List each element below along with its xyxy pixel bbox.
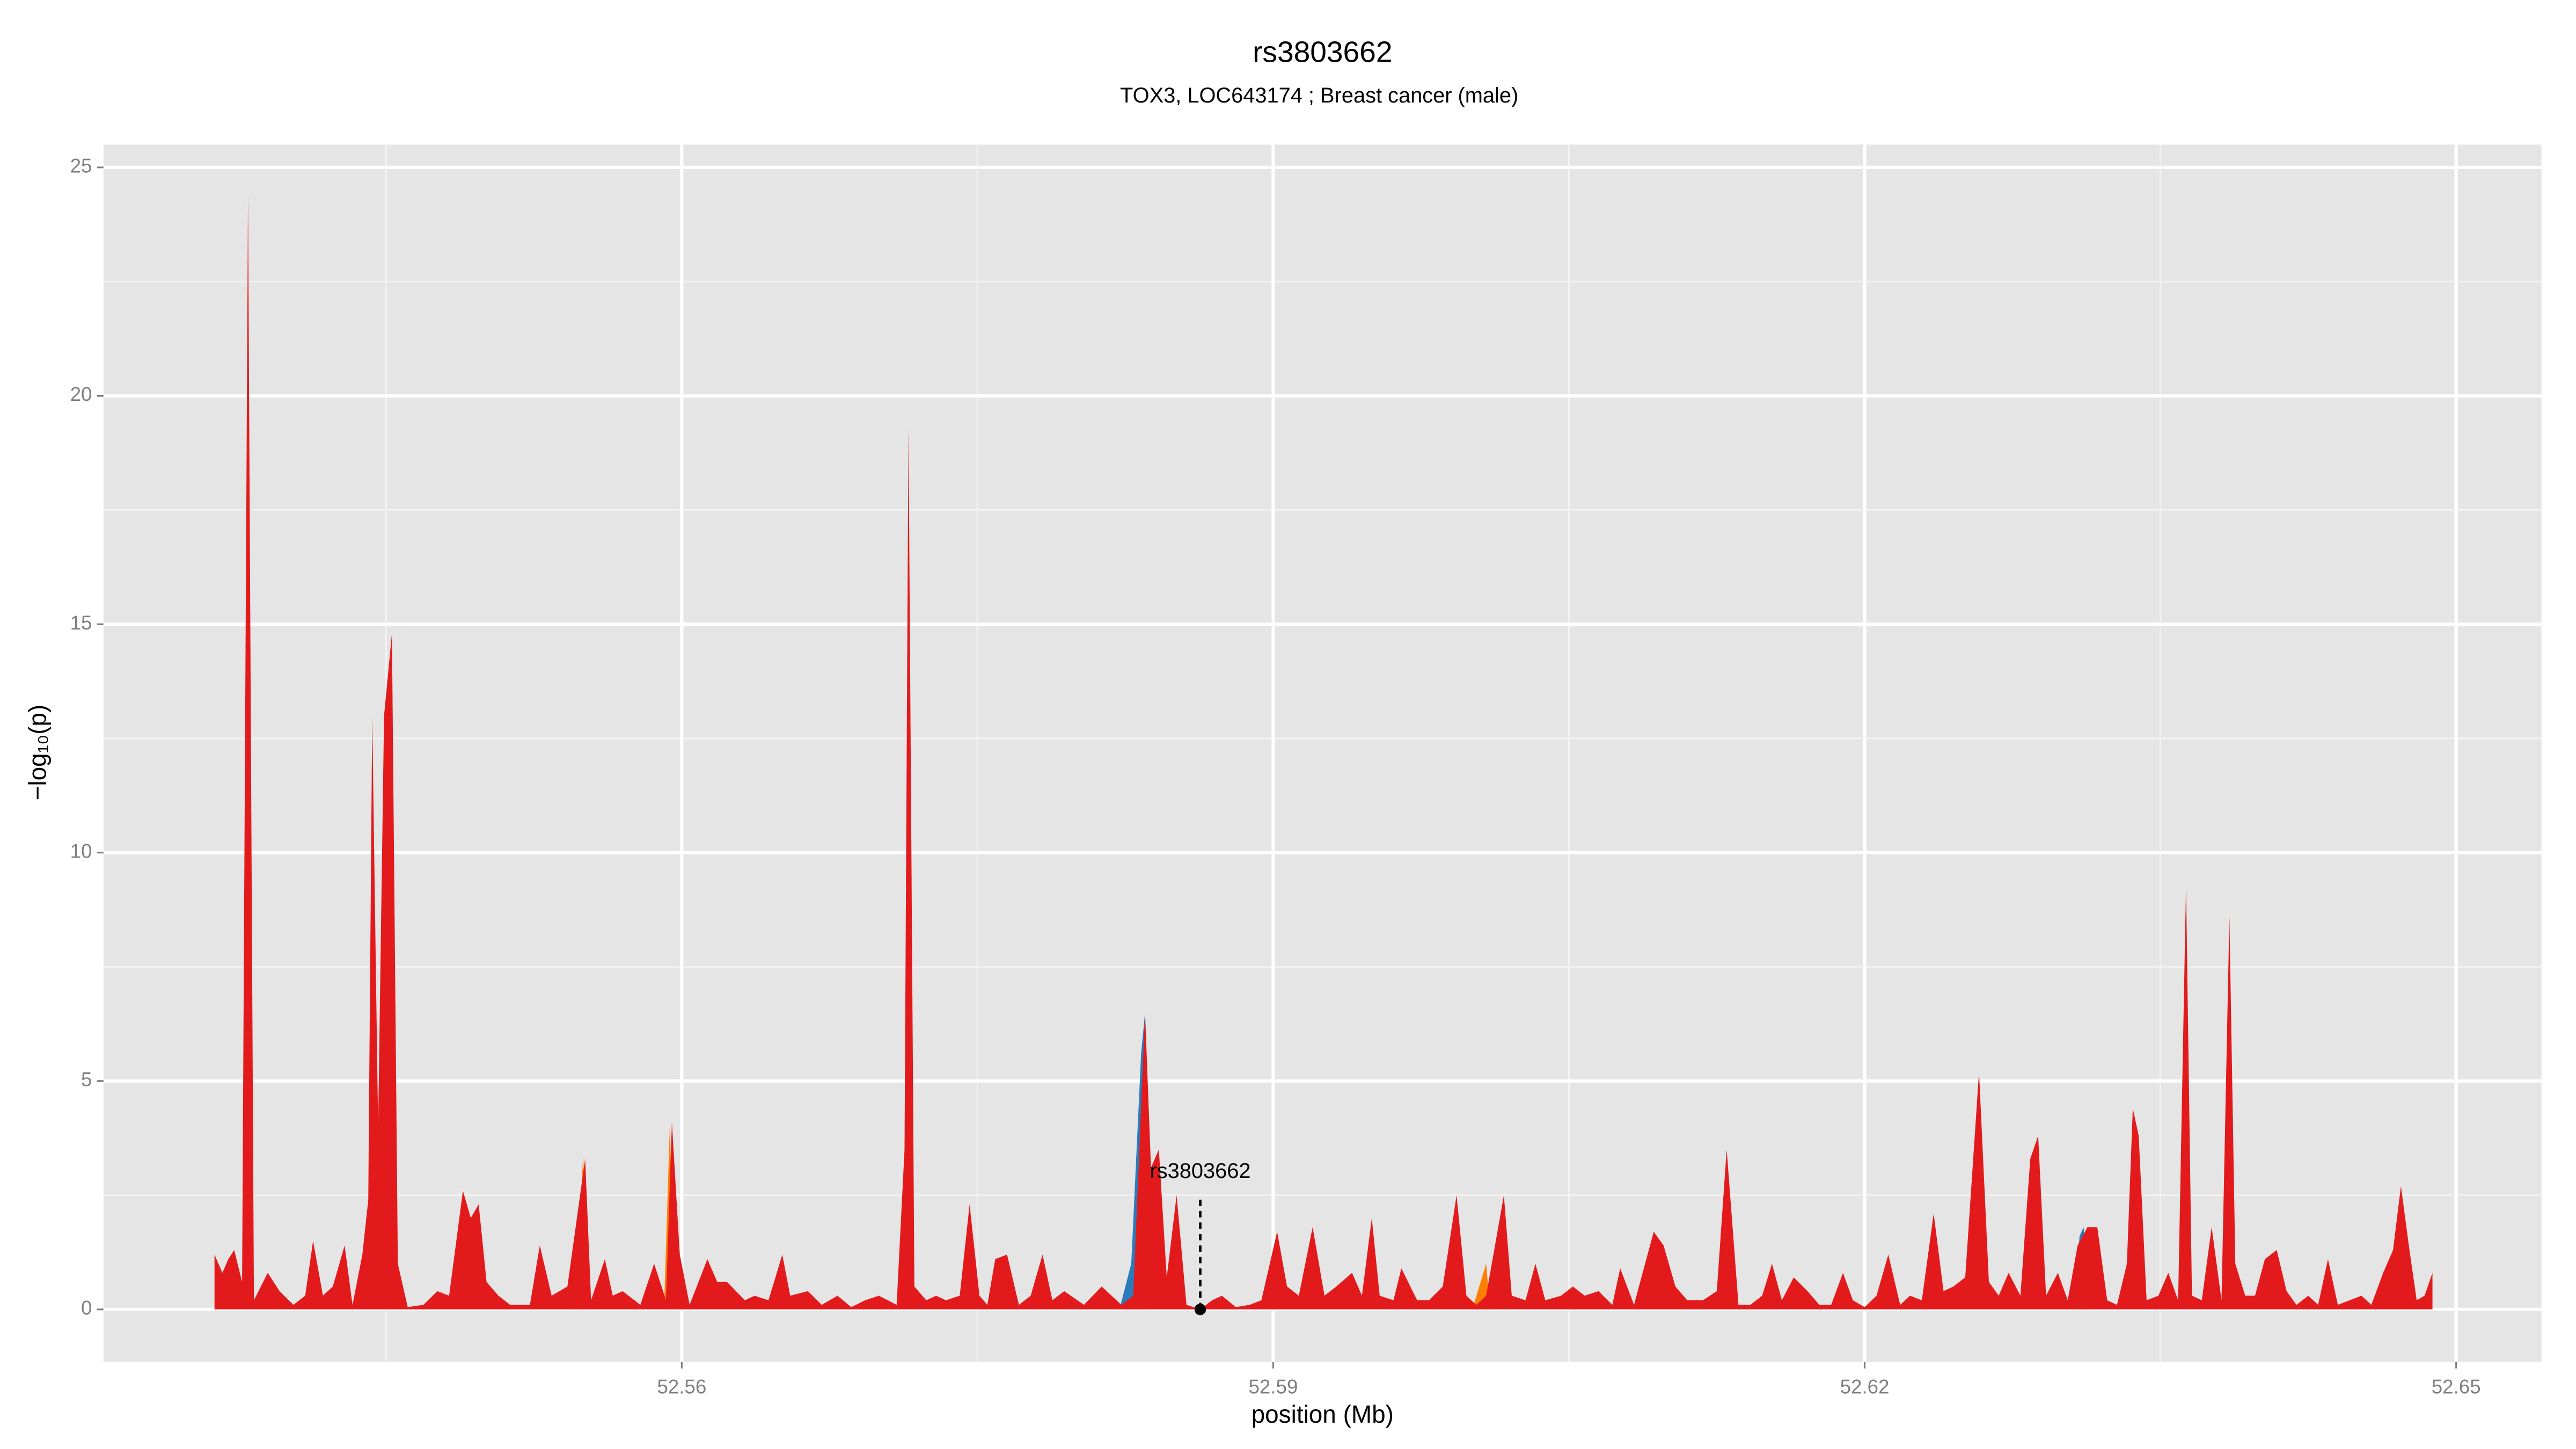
chart-subtitle: TOX3, LOC643174 ; Breast cancer (male) xyxy=(1120,84,1518,107)
y-tick-label: 5 xyxy=(81,1069,92,1091)
y-tick-label: 10 xyxy=(70,840,92,862)
x-tick-label: 52.59 xyxy=(1248,1375,1298,1397)
y-tick-label: 15 xyxy=(70,612,92,634)
plot-panel xyxy=(103,144,2542,1362)
x-tick-label: 52.65 xyxy=(2432,1375,2481,1397)
y-axis-title: −log₁₀(p) xyxy=(24,705,52,801)
y-tick-label: 20 xyxy=(70,383,92,405)
annotation-label: rs3803662 xyxy=(1150,1159,1251,1183)
y-tick-label: 25 xyxy=(70,155,92,177)
x-axis-title: position (Mb) xyxy=(1252,1400,1394,1428)
x-tick-label: 52.62 xyxy=(1840,1375,1890,1397)
annotation-point xyxy=(1194,1304,1206,1315)
y-tick-label: 0 xyxy=(81,1297,92,1319)
chart-title: rs3803662 xyxy=(1253,35,1392,69)
x-tick-label: 52.56 xyxy=(657,1375,706,1397)
